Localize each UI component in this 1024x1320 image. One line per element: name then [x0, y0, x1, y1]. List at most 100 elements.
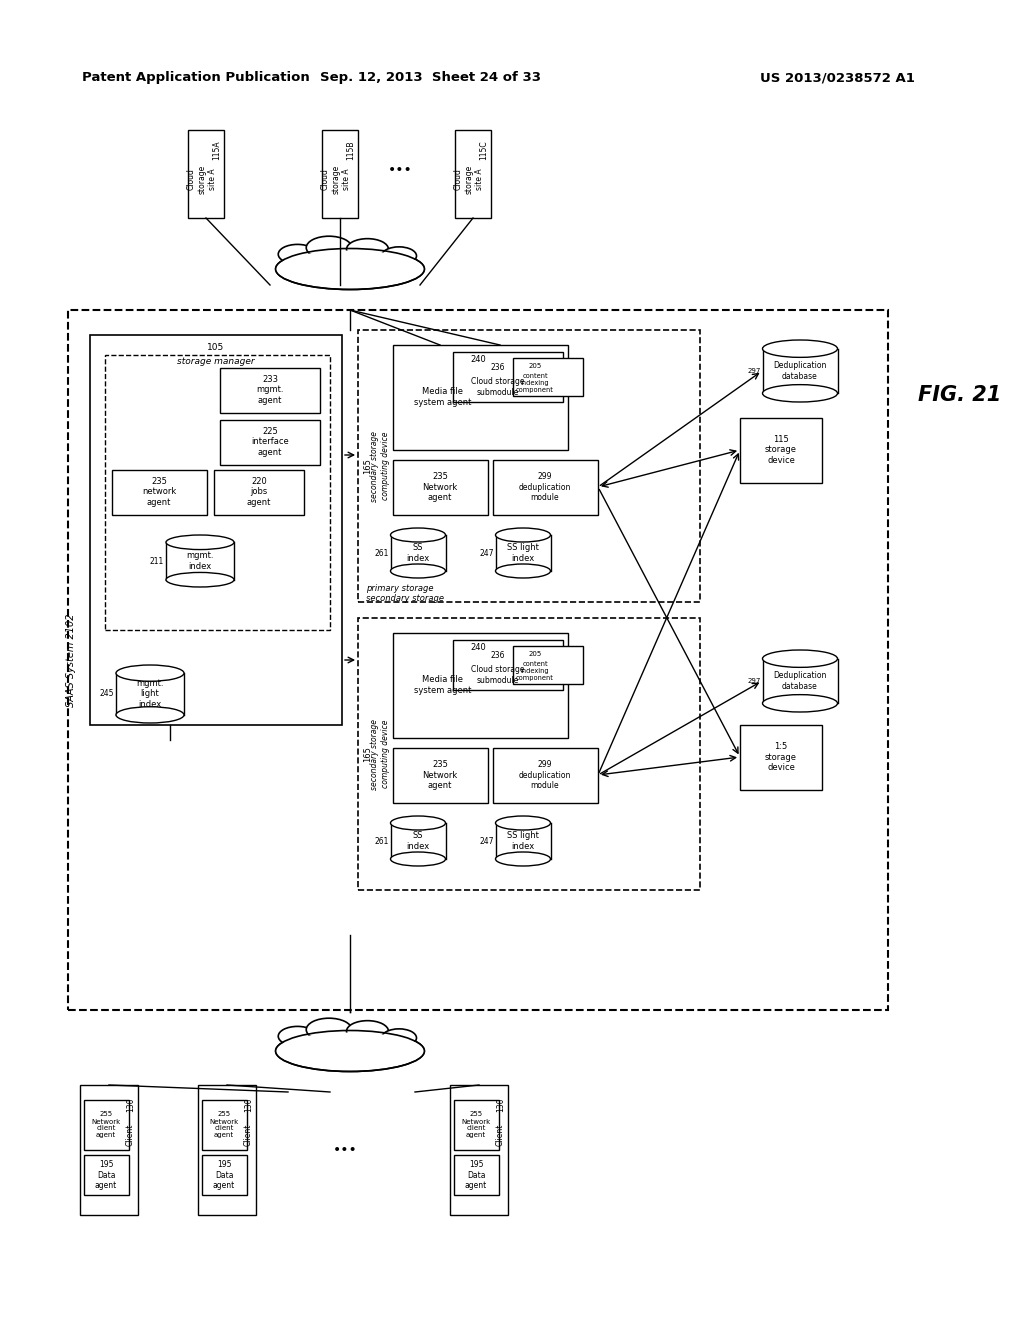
Text: 195
Data
agent: 195 Data agent [465, 1160, 487, 1189]
Ellipse shape [306, 236, 352, 259]
Bar [513, 645, 583, 684]
Bar [513, 358, 583, 396]
Bar [202, 1100, 247, 1150]
Ellipse shape [390, 528, 445, 543]
Ellipse shape [496, 528, 551, 543]
Ellipse shape [116, 706, 184, 723]
Text: 115
storage
device: 115 storage device [765, 436, 797, 465]
Ellipse shape [166, 535, 234, 549]
Text: 235
network
agent: 235 network agent [142, 477, 176, 507]
Bar [68, 310, 888, 1010]
Text: SAAS System 2102: SAAS System 2102 [66, 614, 76, 706]
Text: 195
Data
agent: 195 Data agent [95, 1160, 117, 1189]
Bar [454, 1155, 499, 1195]
Text: 233
mgmt.
agent: 233 mgmt. agent [256, 375, 284, 405]
Bar [740, 418, 822, 483]
Ellipse shape [496, 851, 551, 866]
Text: 247: 247 [479, 549, 494, 557]
Text: content
indexing
component: content indexing component [516, 374, 554, 393]
Bar [763, 659, 838, 704]
Bar [740, 725, 822, 789]
Ellipse shape [116, 706, 184, 723]
Ellipse shape [763, 649, 838, 668]
Text: 235
Network
agent: 235 Network agent [422, 760, 458, 789]
Text: 115C: 115C [479, 140, 488, 160]
Text: 220
jobs
agent: 220 jobs agent [247, 477, 271, 507]
Text: 299
deduplication
module: 299 deduplication module [519, 473, 571, 502]
Text: 115A: 115A [212, 140, 221, 160]
Bar [188, 129, 224, 218]
Text: SS
index: SS index [407, 832, 430, 850]
Ellipse shape [306, 1018, 352, 1041]
Bar [322, 129, 358, 218]
Text: 130: 130 [126, 1098, 135, 1113]
Ellipse shape [275, 1032, 424, 1069]
Ellipse shape [166, 573, 234, 587]
Ellipse shape [763, 384, 838, 403]
Text: 245: 245 [99, 689, 114, 698]
Bar [493, 748, 598, 803]
Ellipse shape [496, 564, 551, 578]
Text: primary storage
secondary storage: primary storage secondary storage [366, 583, 444, 603]
Text: secondary storage
computing device: secondary storage computing device [371, 718, 390, 789]
Bar [220, 368, 319, 413]
Ellipse shape [279, 1027, 316, 1045]
Bar [105, 355, 330, 630]
Ellipse shape [390, 564, 445, 578]
Text: 130: 130 [244, 1098, 253, 1113]
Bar [390, 535, 445, 572]
Bar [496, 535, 551, 572]
Text: 235
Network
agent: 235 Network agent [422, 473, 458, 502]
Text: Cloud storage
submodule: Cloud storage submodule [471, 378, 524, 397]
Ellipse shape [496, 851, 551, 866]
Ellipse shape [275, 1031, 424, 1072]
Ellipse shape [390, 816, 445, 830]
Ellipse shape [279, 244, 316, 264]
Bar [496, 822, 551, 859]
Bar [84, 1155, 129, 1195]
Text: storage manager: storage manager [177, 356, 255, 366]
Text: 255
Network
client
agent: 255 Network client agent [91, 1111, 121, 1138]
Text: content
indexing
component: content indexing component [516, 661, 554, 681]
Text: US 2013/0238572 A1: US 2013/0238572 A1 [760, 71, 914, 84]
Ellipse shape [382, 247, 417, 265]
Text: 255
Network
client
agent: 255 Network client agent [462, 1111, 490, 1138]
Ellipse shape [763, 341, 838, 358]
Text: 297: 297 [748, 368, 761, 374]
Bar [202, 1155, 247, 1195]
Ellipse shape [390, 851, 445, 866]
Text: Sep. 12, 2013  Sheet 24 of 33: Sep. 12, 2013 Sheet 24 of 33 [319, 71, 541, 84]
Text: mgmt.
index: mgmt. index [186, 552, 214, 570]
Text: Cloud
storage
site A: Cloud storage site A [454, 165, 484, 194]
Bar [84, 1100, 129, 1150]
Text: 236: 236 [490, 363, 505, 371]
Text: 255
Network
client
agent: 255 Network client agent [209, 1111, 239, 1138]
Bar [393, 459, 488, 515]
Ellipse shape [346, 1020, 388, 1041]
Text: 211: 211 [150, 557, 164, 565]
Text: 205: 205 [528, 363, 542, 370]
Ellipse shape [496, 816, 551, 830]
Text: Deduplication
database: Deduplication database [773, 672, 826, 690]
Text: Cloud
storage
site A: Cloud storage site A [322, 165, 351, 194]
Text: 105: 105 [208, 343, 224, 352]
Bar [454, 1100, 499, 1150]
Bar [390, 822, 445, 859]
Text: 1:5
storage
device: 1:5 storage device [765, 742, 797, 772]
Text: 225
interface
agent: 225 interface agent [251, 428, 289, 457]
Ellipse shape [346, 239, 388, 260]
Bar [358, 330, 700, 602]
Text: 130: 130 [496, 1098, 505, 1113]
Text: Deduplication
database: Deduplication database [773, 362, 826, 380]
Bar [220, 420, 319, 465]
Text: •••: ••• [333, 1143, 357, 1158]
Bar [214, 470, 304, 515]
Bar [80, 1085, 138, 1214]
Ellipse shape [382, 1028, 417, 1047]
Text: 165: 165 [364, 746, 373, 762]
Bar [393, 345, 568, 450]
Text: 240: 240 [470, 643, 485, 652]
Ellipse shape [496, 564, 551, 578]
Text: 205: 205 [528, 651, 542, 657]
Text: 165: 165 [364, 458, 373, 474]
